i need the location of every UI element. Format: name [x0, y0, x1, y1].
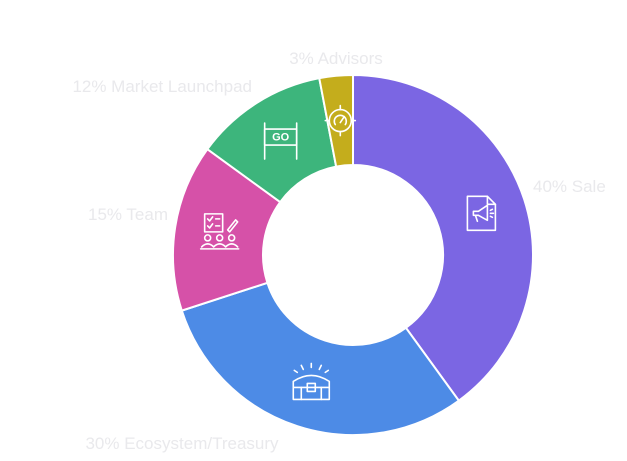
label-market-launchpad: 12% Market Launchpad	[72, 77, 252, 96]
label-sale: 40% Sale	[533, 177, 606, 196]
slices-group	[172, 73, 534, 436]
svg-text:GO: GO	[272, 132, 290, 144]
slice-sale	[352, 73, 534, 403]
label-team: 15% Team	[88, 205, 168, 224]
slice-team	[172, 147, 282, 312]
label-advisors: 3% Advisors	[289, 49, 383, 68]
labels-group: 40% Sale 30% Ecosystem/Treasury 15% Team…	[72, 49, 605, 453]
slice-ecosystem-treasury	[180, 281, 461, 436]
treasure-chest-icon	[292, 362, 331, 401]
document-megaphone-icon	[466, 195, 497, 232]
team-checklist-icon	[199, 213, 240, 250]
go-sign-icon: GO	[263, 122, 298, 160]
icons-group: GO	[199, 104, 497, 401]
target-gauge-icon	[324, 104, 357, 137]
slice-advisors	[318, 73, 354, 168]
label-ecosystem-treasury: 30% Ecosystem/Treasury	[85, 434, 279, 453]
